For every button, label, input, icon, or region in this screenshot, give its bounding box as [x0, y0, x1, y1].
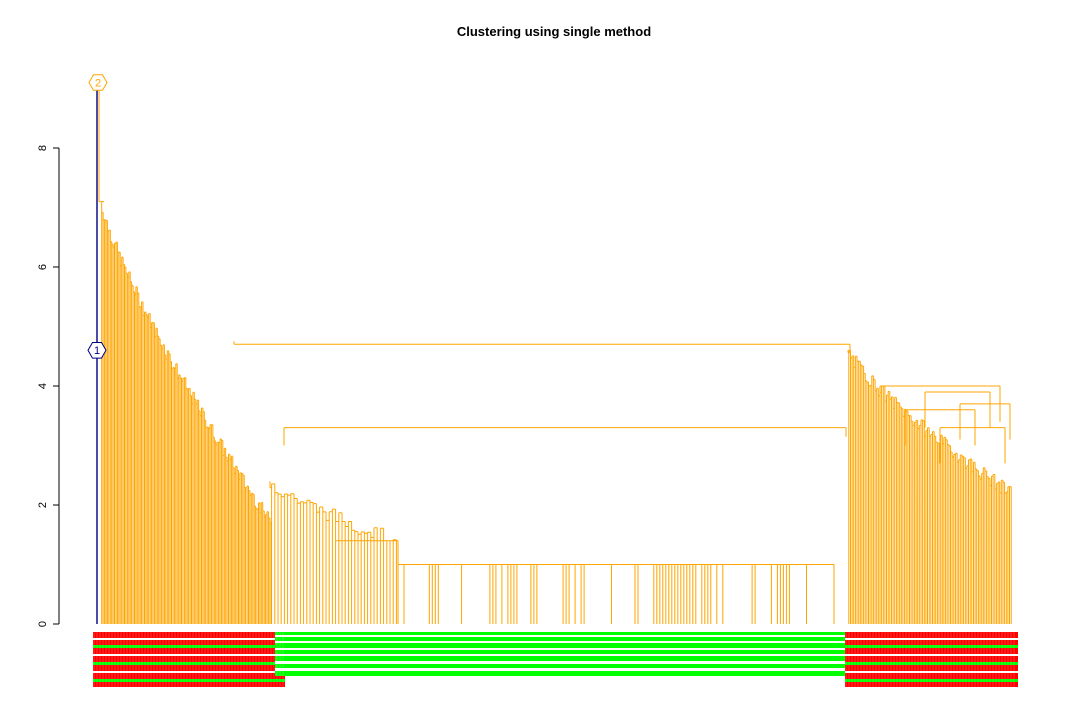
leaf-label-band — [845, 679, 1018, 682]
y-tick-label: 8 — [37, 145, 49, 151]
leaf-label-band — [93, 679, 285, 682]
leaf-label-bands — [93, 632, 1018, 688]
leaf-label-band — [275, 654, 848, 656]
leaf-label-band — [845, 648, 1018, 654]
leaf-label-band — [275, 656, 848, 661]
y-tick-label: 2 — [37, 502, 49, 508]
leaf-label-band — [845, 673, 1018, 679]
leaf-label-band — [93, 632, 285, 638]
leaf-label-band — [845, 645, 1018, 648]
leaf-label-band — [275, 650, 848, 654]
leaf-label-band — [275, 661, 848, 664]
leaf-label-band — [845, 665, 1018, 671]
leaf-label-band — [93, 671, 285, 673]
leaf-label-band — [93, 656, 285, 662]
chart-title: Clustering using single method — [457, 24, 651, 39]
leaf-label-band — [845, 682, 1018, 687]
leaf-label-band — [845, 671, 1018, 673]
cluster-1-marker-label: 1 — [94, 345, 100, 357]
leaf-label-band — [275, 664, 848, 668]
cluster-1-marker-hexagon — [87, 342, 107, 359]
cluster-markers: 12 — [87, 74, 108, 359]
leaf-label-band — [845, 656, 1018, 662]
cluster-2-marker-label: 2 — [95, 77, 101, 89]
leaf-label-band — [93, 648, 285, 654]
leaf-label-band — [93, 662, 285, 665]
leaf-label-band — [275, 671, 848, 676]
cluster-2-marker-hexagon — [88, 74, 108, 91]
leaf-label-band — [93, 640, 285, 645]
leaf-label-band — [845, 662, 1018, 665]
leaf-label-band — [275, 632, 848, 635]
leaf-label-band — [275, 641, 848, 643]
leaf-label-band — [93, 682, 285, 687]
orange-branches — [98, 82, 1012, 624]
leaf-label-band — [275, 637, 848, 641]
leaf-label-band — [845, 640, 1018, 645]
leaf-label-band — [845, 638, 1018, 640]
leaf-label-band — [93, 638, 285, 640]
leaf-label-band — [275, 635, 848, 637]
y-tick-label: 0 — [37, 621, 49, 627]
leaf-label-band — [845, 654, 1018, 656]
leaf-label-band — [93, 645, 285, 648]
leaf-label-band — [275, 648, 848, 650]
leaf-label-band — [275, 668, 848, 671]
dendrogram-branches — [96, 82, 1012, 624]
leaf-label-band — [93, 654, 285, 656]
leaf-label-band — [93, 673, 285, 679]
y-tick-label: 4 — [37, 383, 49, 389]
y-tick-label: 6 — [37, 264, 49, 270]
leaf-label-band — [845, 632, 1018, 638]
leaf-label-band — [93, 665, 285, 671]
y-axis: 0 2 4 6 8 — [37, 145, 60, 627]
leaf-label-band — [275, 643, 848, 648]
